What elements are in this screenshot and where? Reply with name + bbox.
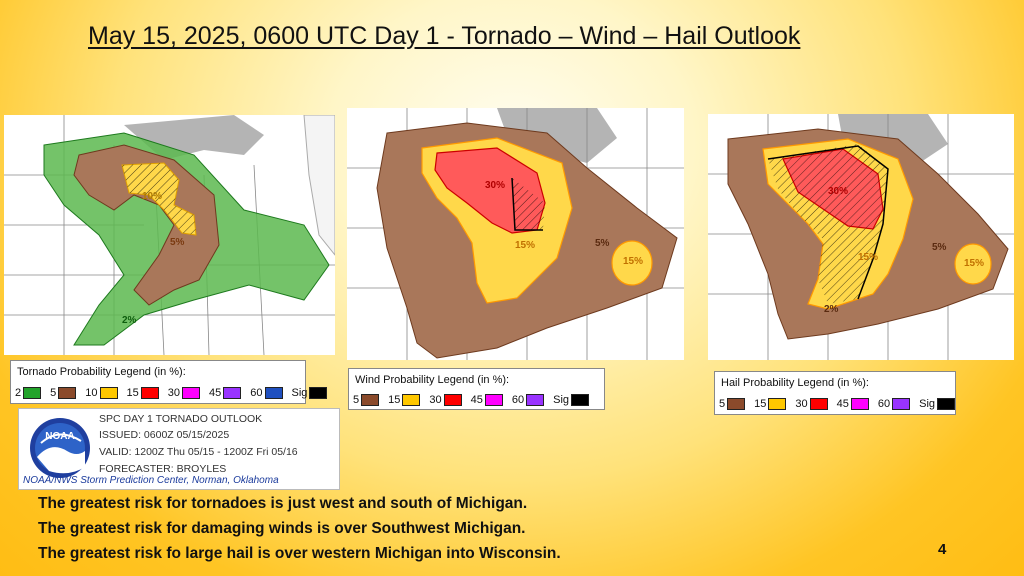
wind-legend-item: 5 — [353, 394, 380, 406]
tornado-label-2: 2% — [122, 315, 137, 326]
wind-legend-label: 15 — [388, 394, 401, 406]
summary-line-tornado: The greatest risk for tornadoes is just … — [38, 495, 528, 512]
hail-legend-item: 45 — [837, 398, 869, 410]
wind-legend-item: 15 — [388, 394, 421, 406]
wind-label-15: 15% — [515, 240, 535, 251]
tornado-legend-label: 2 — [15, 387, 22, 399]
hail-legend-item: Sig — [919, 398, 956, 410]
hail-label-2: 2% — [824, 304, 839, 315]
wind-legend-label: 45 — [470, 394, 483, 406]
wind-legend-swatch — [484, 394, 503, 406]
tornado-legend-label: 30 — [167, 387, 180, 399]
wind-legend: Wind Probability Legend (in %): 5 15 30 45 6… — [348, 368, 605, 410]
tornado-legend-label: 5 — [50, 387, 57, 399]
hail-legend-item: 60 — [877, 398, 911, 410]
hail-legend-item: 15 — [754, 398, 787, 410]
tornado-legend-label: 45 — [209, 387, 222, 399]
tornado-legend-item: 5 — [50, 387, 77, 399]
tornado-legend-label: 10 — [85, 387, 98, 399]
outlook-forecaster: FORECASTER: BROYLES — [99, 463, 227, 475]
tornado-legend-item: 30 — [168, 387, 200, 399]
hail-legend-label: 45 — [836, 398, 849, 410]
wind-15pct-east-area — [611, 240, 653, 286]
hail-legend-title: Hail Probability Legend (in %): — [721, 377, 869, 389]
wind-legend-label: 30 — [429, 394, 442, 406]
hail-legend-label: Sig — [919, 398, 936, 410]
tornado-label-5: 5% — [170, 237, 185, 248]
tornado-legend-swatch — [58, 387, 77, 399]
hail-legend-swatch — [850, 398, 869, 410]
hail-legend-swatch — [727, 398, 746, 410]
summary-line-hail: The greatest risk fo large hail is over … — [38, 545, 561, 562]
wind-label-5: 5% — [595, 238, 610, 249]
wind-legend-item: 45 — [471, 394, 503, 406]
tornado-legend-label: 15 — [126, 387, 139, 399]
wind-legend-swatch — [361, 394, 380, 406]
tornado-legend-swatch — [99, 387, 118, 399]
hail-label-30: 30% — [828, 186, 848, 197]
tornado-legend-item: Sig — [292, 387, 328, 399]
tornado-outlook-map: 10% 5% 2% — [4, 115, 335, 355]
tornado-legend-swatch — [309, 387, 328, 399]
tornado-legend-label: Sig — [291, 387, 308, 399]
hail-legend-swatch — [809, 398, 828, 410]
hail-legend-swatch — [937, 398, 956, 410]
page-number: 4 — [938, 541, 947, 558]
hail-legend-label: 30 — [795, 398, 808, 410]
tornado-legend-item: 10 — [85, 387, 118, 399]
hail-legend-item: 5 — [719, 398, 746, 410]
noaa-logo-text: NOAA — [45, 431, 74, 442]
outlook-title: SPC DAY 1 TORNADO OUTLOOK — [99, 413, 263, 425]
slide-title: May 15, 2025, 0600 UTC Day 1 - Tornado –… — [88, 22, 801, 50]
hail-legend: Hail Probability Legend (in %): 5 15 30 45 6… — [714, 371, 956, 415]
hail-legend-item: 30 — [795, 398, 828, 410]
outlook-footer: NOAA/NWS Storm Prediction Center, Norman… — [23, 475, 279, 486]
outlook-valid: VALID: 1200Z Thu 05/15 - 1200Z Fri 05/16 — [99, 446, 298, 458]
outlook-info-box: NOAA SPC DAY 1 TORNADO OUTLOOK ISSUED: 0… — [18, 408, 340, 490]
tornado-legend-label: 60 — [250, 387, 263, 399]
wind-legend-item: 30 — [429, 394, 462, 406]
tornado-label-10: 10% — [142, 191, 162, 202]
wind-legend-label: 5 — [353, 394, 360, 406]
hail-label-15-east: 15% — [964, 258, 984, 269]
wind-legend-swatch — [443, 394, 462, 406]
summary-line-wind: The greatest risk for damaging winds is … — [38, 520, 526, 537]
tornado-legend-item: 2 — [15, 387, 42, 399]
hail-outlook-map: 30% 15% 5% 15% 2% — [708, 114, 1014, 360]
tornado-legend-swatch — [182, 387, 200, 399]
tornado-legend: Tornado Probability Legend (in %): 2 5 10 1… — [10, 360, 328, 404]
wind-legend-label: 60 — [511, 394, 525, 406]
tornado-legend-swatch — [140, 387, 159, 399]
tornado-legend-item: 15 — [127, 387, 159, 399]
tornado-legend-swatch — [23, 387, 42, 399]
tornado-legend-item: 60 — [250, 387, 283, 399]
wind-legend-item: 60 — [511, 394, 545, 406]
wind-label-15-east: 15% — [623, 256, 643, 267]
tornado-legend-item: 45 — [209, 387, 242, 399]
wind-label-30: 30% — [485, 180, 505, 191]
wind-legend-swatch — [402, 394, 421, 406]
noaa-logo: NOAA — [29, 417, 91, 484]
wind-outlook-map: 30% 15% 5% 15% — [347, 108, 684, 360]
tornado-5pct-area — [73, 144, 220, 306]
tornado-legend-swatch — [223, 387, 242, 399]
hail-legend-label: 15 — [754, 398, 767, 410]
hail-label-5: 5% — [932, 242, 947, 253]
hail-legend-swatch — [892, 398, 911, 410]
hail-legend-label: 60 — [877, 398, 891, 410]
hail-15pct-east-area — [954, 243, 992, 285]
wind-legend-swatch — [571, 394, 590, 406]
tornado-legend-swatch — [264, 387, 283, 399]
hail-legend-label: 5 — [719, 398, 726, 410]
wind-legend-item: Sig — [553, 394, 590, 406]
wind-legend-label: Sig — [553, 394, 570, 406]
hail-legend-swatch — [768, 398, 787, 410]
outlook-issued: ISSUED: 0600Z 05/15/2025 — [99, 429, 230, 441]
hail-label-15: 15% — [858, 252, 878, 263]
tornado-legend-title: Tornado Probability Legend (in %): — [17, 366, 186, 378]
wind-legend-title: Wind Probability Legend (in %): — [355, 374, 510, 386]
wind-legend-swatch — [526, 394, 545, 406]
